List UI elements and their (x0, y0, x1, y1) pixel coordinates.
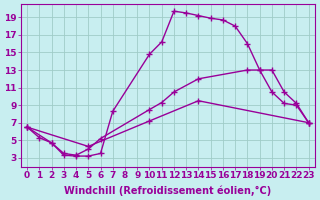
X-axis label: Windchill (Refroidissement éolien,°C): Windchill (Refroidissement éolien,°C) (64, 185, 271, 196)
